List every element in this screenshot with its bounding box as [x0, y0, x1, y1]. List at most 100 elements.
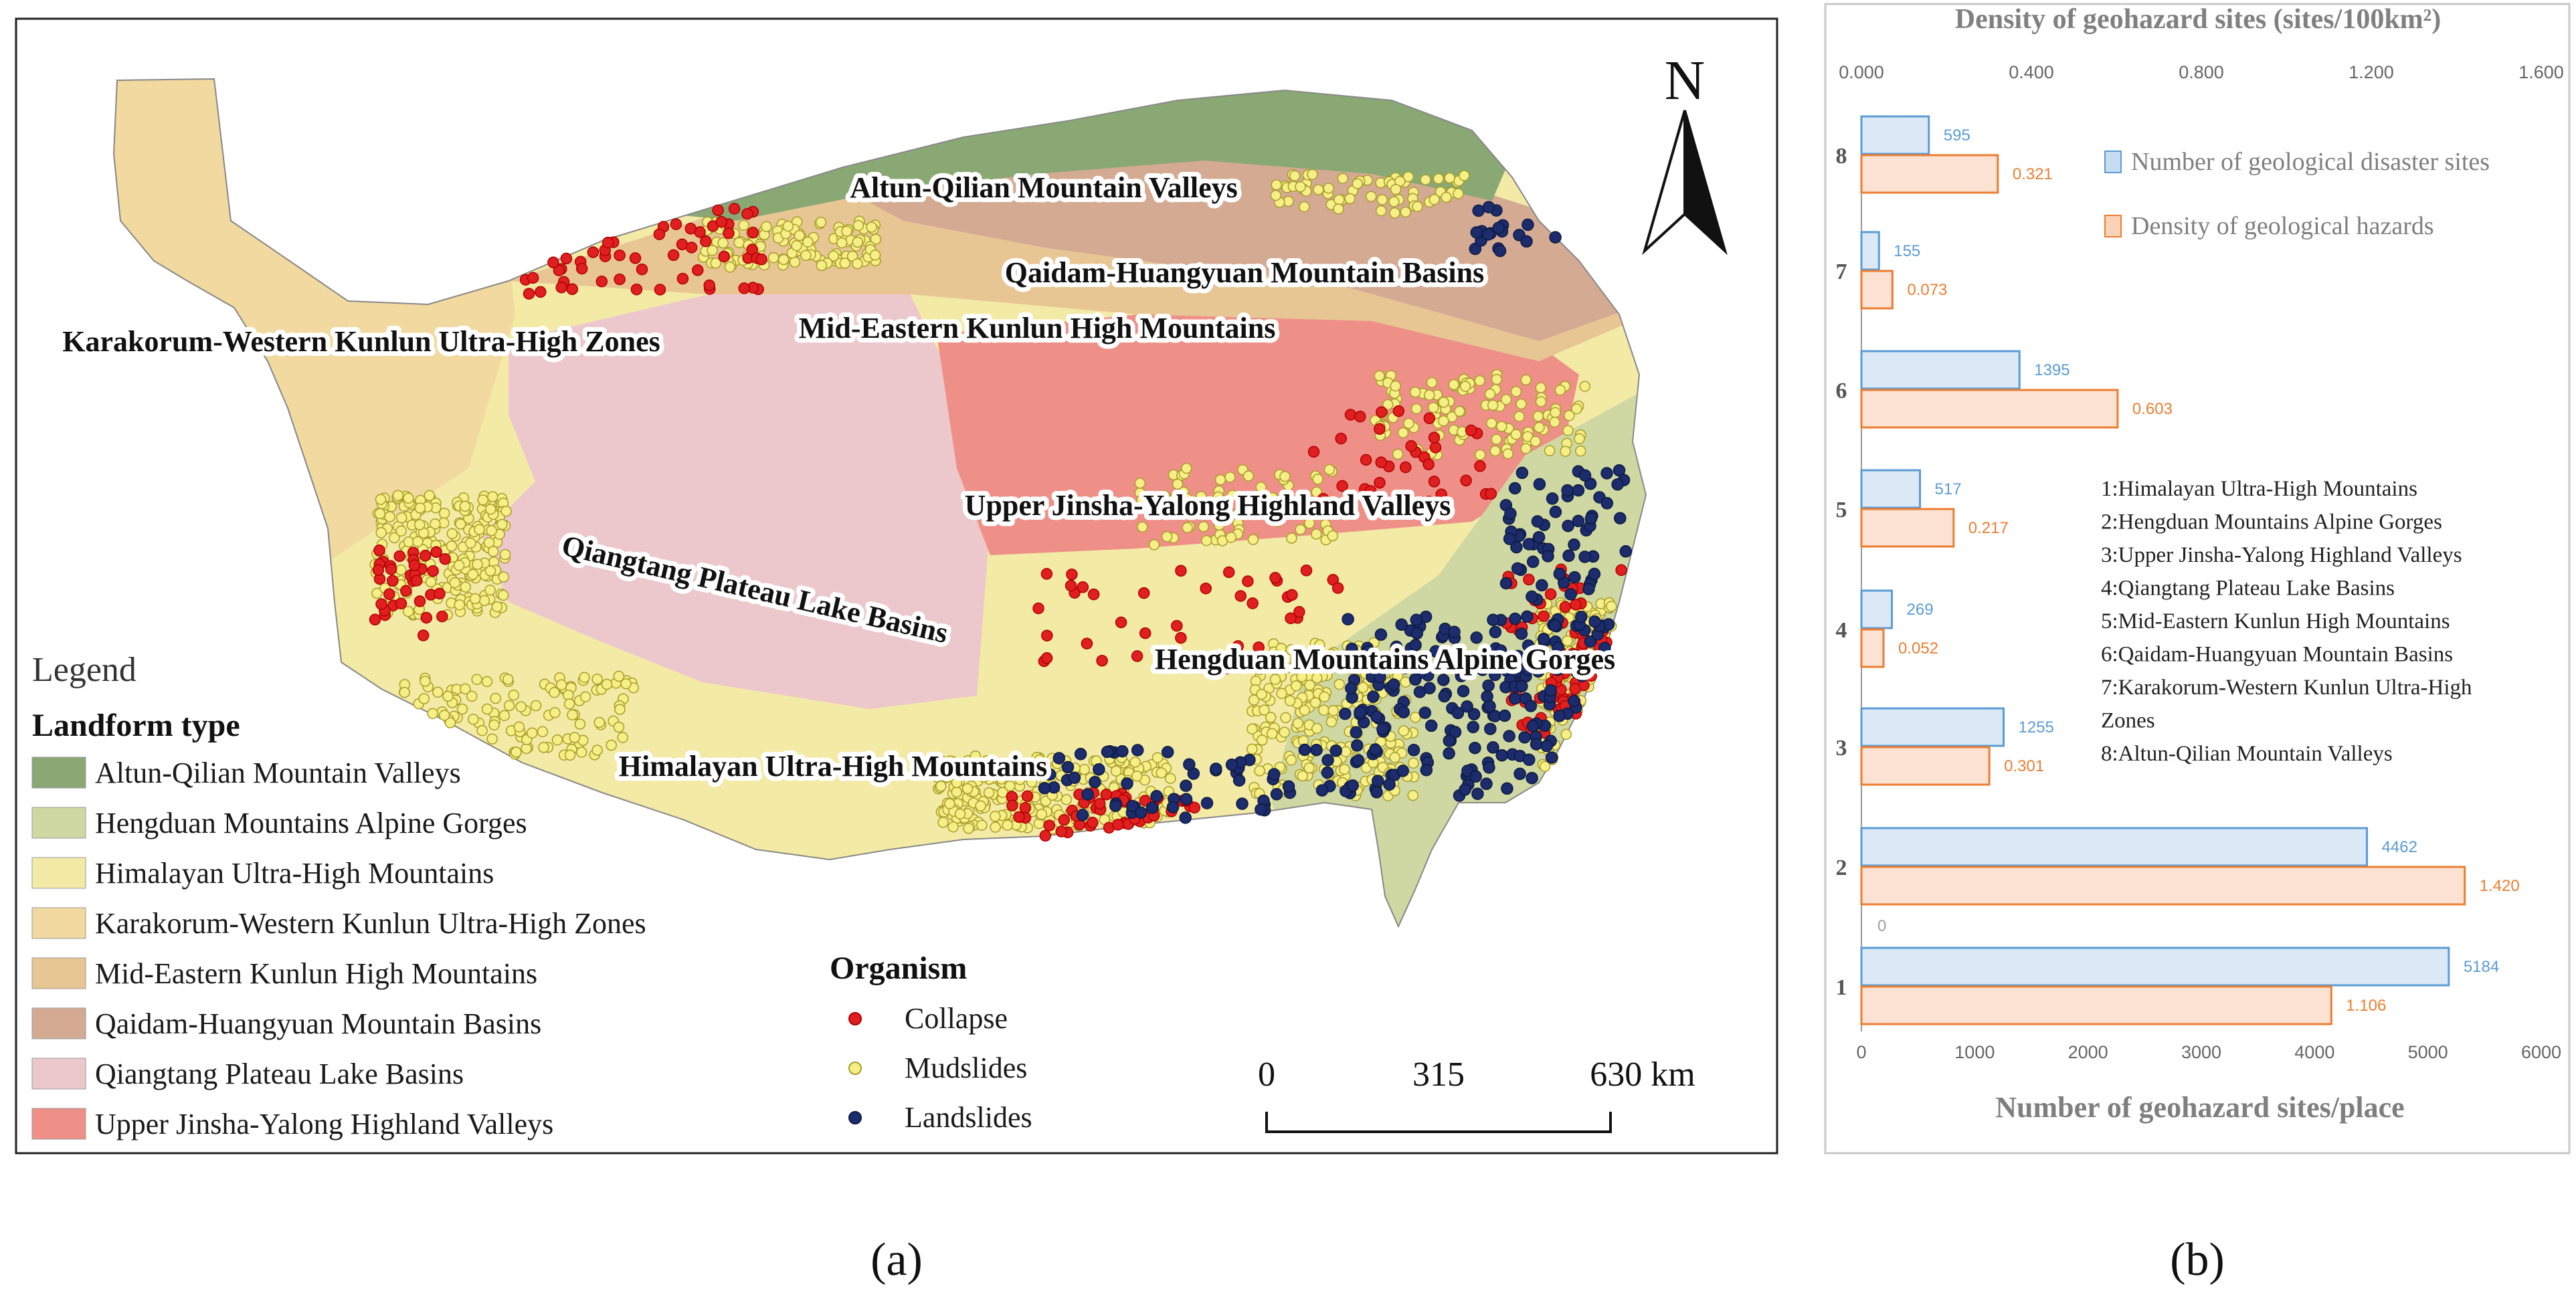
landslide-point	[1532, 665, 1545, 678]
mudslide-point	[481, 676, 493, 688]
mudslide-point	[1427, 401, 1439, 413]
collapse-point	[1465, 424, 1477, 437]
landform-legend-label: Hengduan Mountains Alpine Gorges	[95, 807, 527, 839]
landslide-point	[1461, 700, 1473, 713]
mudslide-point	[1502, 448, 1514, 460]
mudslide-point	[477, 494, 489, 506]
mudslide-point	[816, 260, 828, 272]
collapse-point	[1392, 405, 1405, 417]
mudslide-point	[491, 601, 503, 613]
mudslide-point	[375, 494, 387, 505]
bar-series: 595 0.321 155 0.073 1395 0.603 517 0.217 269 0.05…	[1860, 115, 2520, 1025]
mudslide-point	[866, 221, 877, 233]
bottom-tick-label: 1000	[1954, 1042, 1995, 1062]
mudslide-point	[800, 250, 812, 262]
landslide-point	[1494, 644, 1507, 657]
scale-tick-0: 0	[1258, 1056, 1275, 1094]
mudslide-point	[620, 678, 632, 690]
mudslide-point	[513, 721, 525, 732]
landslide-point	[1619, 545, 1633, 558]
collapse-point	[1253, 641, 1265, 654]
collapse-point	[372, 564, 385, 576]
collapse-point	[411, 575, 423, 587]
collapse-point	[1234, 590, 1247, 602]
collapse-point	[1200, 582, 1212, 595]
landslide-point	[1410, 613, 1423, 627]
density-bar	[1860, 628, 1885, 668]
mudslide-point	[549, 686, 560, 698]
mudslide-point	[1291, 652, 1302, 664]
mudslide-point	[500, 505, 512, 517]
mudslide-point	[1571, 403, 1582, 415]
collapse-point	[1336, 480, 1348, 492]
mudslide-point	[384, 511, 395, 522]
landslide-point	[1611, 478, 1624, 491]
collapse-point	[373, 544, 385, 557]
landform-swatch	[31, 957, 86, 989]
landslide-point	[1093, 763, 1105, 776]
mudslide-point	[1574, 433, 1585, 445]
landslide-point	[1180, 793, 1193, 806]
collapse-point	[1221, 662, 1234, 675]
landslide-point	[1409, 639, 1422, 652]
mudslide-point	[1181, 493, 1193, 504]
mudslide-point	[1319, 691, 1330, 703]
collapse-point	[1423, 496, 1435, 508]
mudslide-point	[1375, 205, 1387, 217]
mudslide-point	[1534, 421, 1545, 433]
mudslide-point	[392, 490, 404, 501]
mudslide-point	[549, 707, 561, 718]
top-tick-label: 1.600	[2518, 62, 2564, 82]
mudslide-point	[976, 819, 988, 831]
landslide-point	[1350, 726, 1362, 739]
collapse-point	[417, 629, 430, 641]
collapse-point	[670, 218, 682, 230]
mudslide-point	[975, 800, 986, 812]
landform-legend-label: Qaidam-Huangyuan Mountain Basins	[95, 1007, 541, 1040]
collapse-point	[547, 256, 559, 269]
collapse-point	[700, 235, 712, 247]
collapse-point	[1460, 474, 1472, 487]
density-bar	[1860, 270, 1894, 310]
region-label-kunlun: Mid-Eastern Kunlun High Mountains	[799, 312, 1276, 344]
category-key-item: 1:Himalayan Ultra-High Mountains	[2101, 477, 2417, 501]
landslide-point	[1076, 809, 1089, 821]
mudslide-point	[563, 698, 575, 710]
mudslide-point	[1325, 648, 1338, 660]
scale-tick-630: 630 km	[1590, 1056, 1695, 1094]
landslide-point	[1298, 743, 1311, 757]
mudslide-point	[527, 727, 538, 739]
mudslide-point	[990, 821, 1001, 833]
landslide-point	[1584, 512, 1598, 525]
count-bar	[1860, 469, 1922, 509]
collapse-point	[723, 227, 735, 239]
landslide-point	[1511, 562, 1524, 575]
landslide-point	[1282, 780, 1295, 793]
mudslide-point	[1340, 746, 1352, 758]
landslide-point	[1081, 788, 1094, 801]
landslide-point	[1424, 719, 1438, 732]
landslide-point	[1568, 571, 1581, 584]
mudslide-point	[1169, 492, 1181, 504]
chart-legend: Number of geological disaster sites Dens…	[2104, 148, 2490, 240]
collapse-point	[587, 246, 600, 258]
mudslide-point	[446, 540, 458, 552]
collapse-point	[1115, 616, 1127, 629]
mudslide-point	[1412, 201, 1423, 213]
mudslide-point	[418, 693, 430, 704]
mudslide-point	[469, 593, 481, 605]
landslide-point	[1166, 801, 1180, 813]
landslide-point	[1457, 684, 1470, 698]
landslide-point	[1526, 771, 1538, 785]
mudslide-point	[1606, 601, 1617, 612]
density-bar	[1860, 154, 1999, 194]
landslide-point	[1511, 650, 1524, 662]
landslide-point	[1200, 797, 1214, 809]
mudslide-point	[1323, 464, 1336, 476]
landslide-point	[1482, 228, 1495, 241]
collapse-point	[419, 549, 432, 562]
landslide-point	[1483, 700, 1496, 713]
landslide-point	[1509, 692, 1522, 705]
landslide-point	[1467, 720, 1479, 734]
landslide-point	[1484, 722, 1497, 735]
